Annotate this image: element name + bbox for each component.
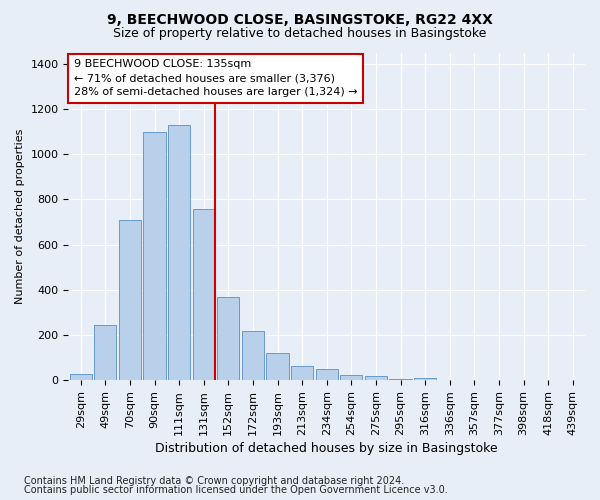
Bar [414, 378, 436, 380]
Bar [119, 220, 141, 380]
Bar [70, 374, 92, 380]
Bar [143, 132, 166, 380]
Text: Contains public sector information licensed under the Open Government Licence v3: Contains public sector information licen… [24, 485, 448, 495]
Bar [217, 296, 239, 380]
Bar [365, 376, 387, 380]
Bar [242, 330, 264, 380]
Y-axis label: Number of detached properties: Number of detached properties [15, 128, 25, 304]
Bar [94, 325, 116, 380]
Bar [168, 125, 190, 380]
Bar [291, 366, 313, 380]
Bar [340, 374, 362, 380]
X-axis label: Distribution of detached houses by size in Basingstoke: Distribution of detached houses by size … [155, 442, 498, 455]
Bar [316, 369, 338, 380]
Text: 9 BEECHWOOD CLOSE: 135sqm
← 71% of detached houses are smaller (3,376)
28% of se: 9 BEECHWOOD CLOSE: 135sqm ← 71% of detac… [74, 59, 357, 97]
Text: 9, BEECHWOOD CLOSE, BASINGSTOKE, RG22 4XX: 9, BEECHWOOD CLOSE, BASINGSTOKE, RG22 4X… [107, 12, 493, 26]
Bar [193, 208, 215, 380]
Bar [266, 353, 289, 380]
Bar [389, 379, 412, 380]
Text: Contains HM Land Registry data © Crown copyright and database right 2024.: Contains HM Land Registry data © Crown c… [24, 476, 404, 486]
Text: Size of property relative to detached houses in Basingstoke: Size of property relative to detached ho… [113, 28, 487, 40]
